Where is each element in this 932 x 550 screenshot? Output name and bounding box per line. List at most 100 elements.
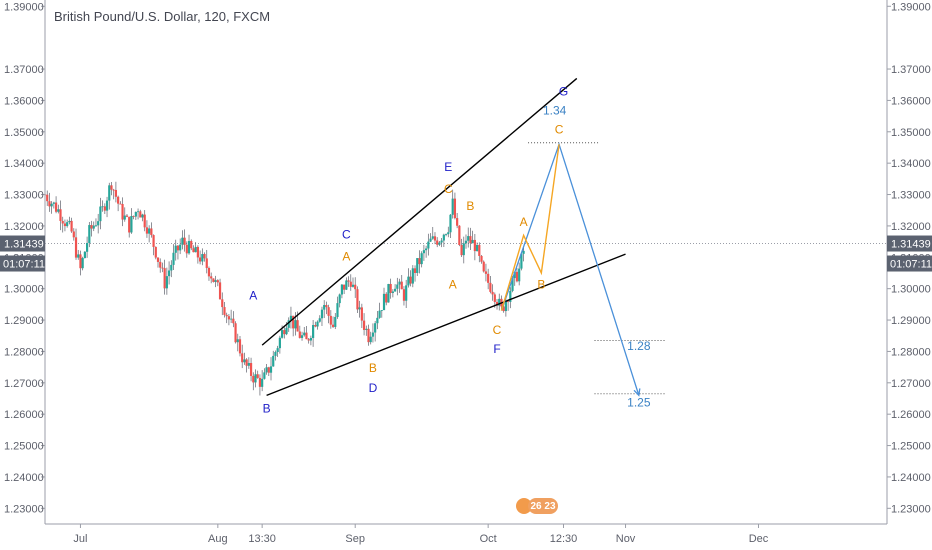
candle-body — [334, 316, 337, 327]
wedge-lower-line[interactable] — [266, 253, 626, 397]
candle-body — [110, 185, 113, 190]
candle-body — [230, 318, 233, 320]
candle-body — [81, 258, 84, 269]
candle-body — [376, 317, 379, 324]
candle-body — [278, 337, 281, 349]
candle-body — [305, 332, 308, 340]
candle-body — [112, 189, 115, 191]
candle-body — [103, 206, 106, 211]
candle-body — [254, 374, 257, 383]
y-tick-label-left: 1.27000 — [4, 378, 44, 390]
candle-body — [70, 220, 73, 232]
candle-body — [210, 276, 213, 279]
wave-label: C — [342, 227, 351, 241]
candle-body — [218, 282, 222, 300]
y-tick-label-left: 1.34000 — [4, 158, 44, 170]
candle-body — [236, 339, 239, 343]
candle-body — [252, 375, 255, 383]
y-tick-label-right: 1.27000 — [891, 378, 931, 390]
candle-body — [181, 237, 184, 245]
candle-body — [320, 309, 324, 319]
candle-body — [249, 363, 253, 376]
candle-body — [88, 225, 91, 243]
y-tick-label-right: 1.35000 — [891, 127, 931, 139]
candle-body — [469, 236, 472, 244]
candle-body — [148, 228, 151, 234]
candle-body — [509, 290, 512, 302]
candle-body — [190, 240, 193, 249]
candle-body — [136, 211, 140, 213]
candle-body — [263, 372, 266, 379]
candle-body — [294, 320, 297, 329]
candle-body — [199, 257, 202, 262]
candle-body — [422, 250, 425, 254]
candle-body — [518, 268, 521, 282]
candle-body — [256, 374, 259, 378]
candle-body — [449, 214, 452, 233]
wave-label: C — [555, 122, 564, 136]
candle-body — [48, 201, 51, 207]
candle-body — [487, 273, 490, 283]
candle-body — [358, 307, 361, 310]
candle-body — [143, 214, 146, 228]
y-tick-label-left: 1.26000 — [4, 409, 44, 421]
candle-body — [179, 244, 182, 251]
event-badge[interactable] — [528, 498, 558, 514]
x-tick-label: Aug — [208, 533, 228, 545]
candle-body — [444, 234, 448, 235]
candle-body — [325, 304, 328, 308]
wave-label: E — [444, 160, 452, 174]
y-tick-label-right: 1.26000 — [891, 409, 931, 421]
projection-orange-path[interactable] — [500, 144, 560, 311]
candle-body — [269, 366, 273, 373]
candle-body — [420, 253, 423, 265]
candle-body — [79, 254, 82, 269]
candle-body — [318, 318, 321, 322]
current-price-text-right: 1.31439 — [891, 239, 931, 251]
candle-body — [132, 216, 135, 217]
candle-body — [411, 268, 414, 284]
candle-body — [396, 284, 399, 289]
wedge-upper-line[interactable] — [261, 77, 578, 346]
candle-body — [478, 244, 481, 256]
candle-body — [438, 242, 441, 245]
y-tick-label-right: 1.30000 — [891, 284, 931, 296]
candle-body — [99, 206, 102, 222]
candle-body — [303, 332, 306, 336]
projection-arrowhead — [633, 388, 641, 397]
candle-body — [453, 198, 457, 219]
candle-body — [398, 281, 401, 285]
candle-body — [464, 240, 468, 244]
y-tick-label-left: 1.23000 — [4, 503, 44, 515]
candle-body — [105, 200, 109, 211]
candle-body — [298, 331, 301, 338]
candle-body — [367, 328, 370, 343]
countdown-tag-left — [0, 255, 45, 272]
candle-body — [433, 236, 437, 241]
candle-body — [495, 301, 499, 306]
candle-body — [409, 276, 412, 284]
y-tick-label-right: 1.36000 — [891, 95, 931, 107]
candle-body — [309, 337, 312, 341]
candle-body — [314, 325, 317, 327]
wave-label: A — [449, 278, 457, 292]
candle-body — [431, 236, 434, 239]
wave-label: B — [369, 361, 377, 375]
candle-body — [227, 316, 231, 320]
y-tick-label-right: 1.34000 — [891, 158, 931, 170]
y-tick-label-left: 1.37000 — [4, 64, 44, 76]
candle-body — [258, 377, 262, 387]
candle-body — [265, 367, 268, 373]
candle-body — [192, 248, 195, 253]
candle-body — [369, 336, 372, 343]
wave-label: B — [466, 199, 474, 213]
candle-body — [57, 209, 60, 212]
event-badge-flag-icon[interactable] — [516, 498, 532, 514]
candle-body — [212, 278, 215, 282]
y-tick-label-left: 1.28000 — [4, 346, 44, 358]
candle-body — [119, 203, 122, 205]
candle-body — [493, 294, 496, 302]
candle-body — [201, 254, 204, 262]
